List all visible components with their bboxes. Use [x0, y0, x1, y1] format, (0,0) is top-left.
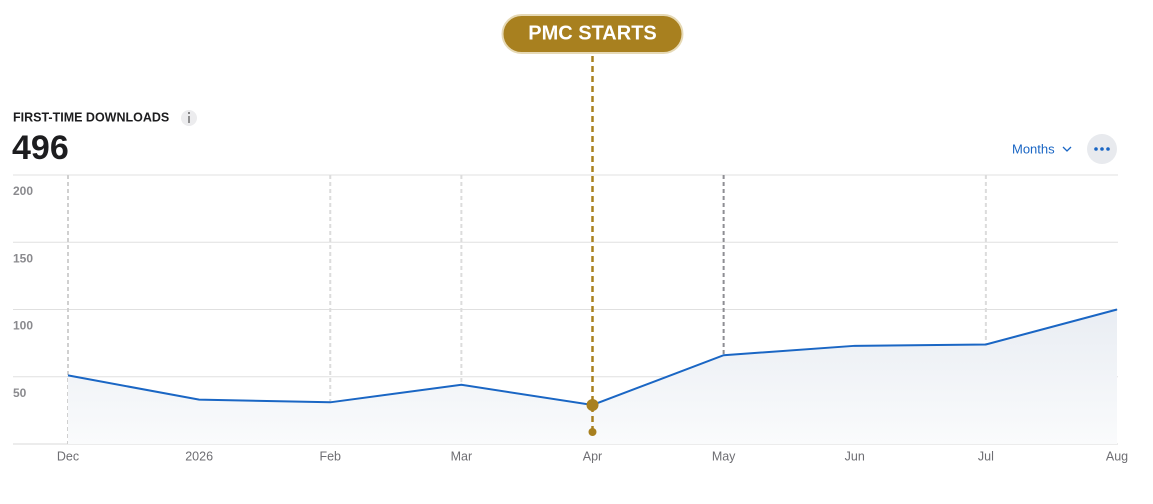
area	[68, 309, 1117, 444]
x-tick-label: Aug	[1106, 449, 1128, 463]
annotation-foot	[588, 428, 597, 436]
x-tick-label: Mar	[451, 449, 473, 463]
annotation-point	[586, 398, 599, 411]
x-tick-label: Jul	[978, 449, 994, 463]
y-tick-label: 150	[13, 251, 33, 265]
metric-title: FIRST-TIME DOWNLOADS	[13, 110, 169, 124]
period-label: Months	[1012, 141, 1055, 156]
x-tick-label: Feb	[319, 449, 341, 463]
x-tick-label: Apr	[583, 449, 602, 463]
x-tick-label: 2026	[185, 449, 213, 463]
y-tick-label: 50	[13, 386, 27, 400]
annotation-pill	[501, 14, 684, 54]
annotation-label: PMC STARTS	[528, 22, 657, 44]
x-tick-label: Jun	[845, 449, 865, 463]
x-tick-label: May	[712, 449, 736, 463]
period-dropdown[interactable]: Months	[1012, 141, 1072, 156]
y-tick-label: 100	[13, 319, 33, 333]
more-button[interactable]	[1087, 134, 1117, 164]
info-icon[interactable]	[181, 110, 197, 126]
y-tick-label: 200	[13, 184, 33, 198]
x-tick-label: Dec	[57, 449, 79, 463]
metric-total: 496	[12, 129, 69, 167]
